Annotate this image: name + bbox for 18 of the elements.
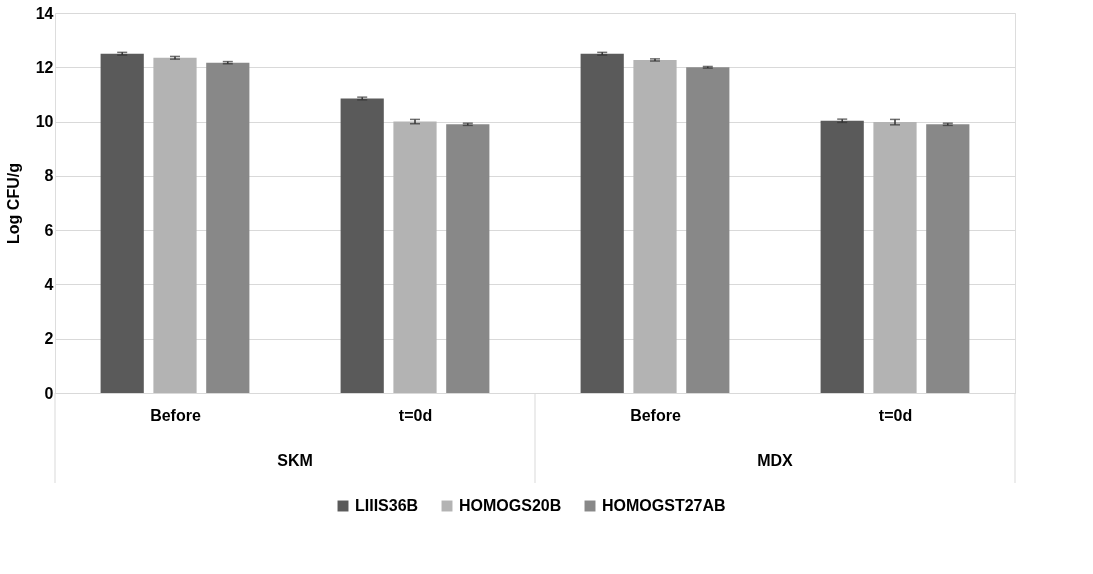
y-tick-label: 6 xyxy=(44,221,54,239)
legend-label: HOMOGS20B xyxy=(459,497,562,514)
y-tick-label: 8 xyxy=(44,167,54,185)
text: SKM xyxy=(277,452,313,469)
y-tick-label: 4 xyxy=(44,275,54,293)
x-tick-label: Before xyxy=(150,406,201,424)
y-tick-label: 10 xyxy=(35,113,54,131)
y-tick-label: 2 xyxy=(44,330,54,348)
legend-label: HOMOGST27AB xyxy=(602,497,726,514)
x-tick-label: t=0d xyxy=(878,406,913,424)
x-tick-label: Before xyxy=(630,406,681,424)
y-tick-label: 12 xyxy=(35,58,54,76)
y-tick-label: 14 xyxy=(35,4,54,22)
x-tick-label: t=0d xyxy=(398,406,433,424)
y-axis-title: Log CFU/g xyxy=(4,163,22,244)
y-tick-label: 0 xyxy=(44,384,54,402)
text: MDX xyxy=(757,452,794,469)
legend-label: LIIIS36B xyxy=(355,497,419,514)
